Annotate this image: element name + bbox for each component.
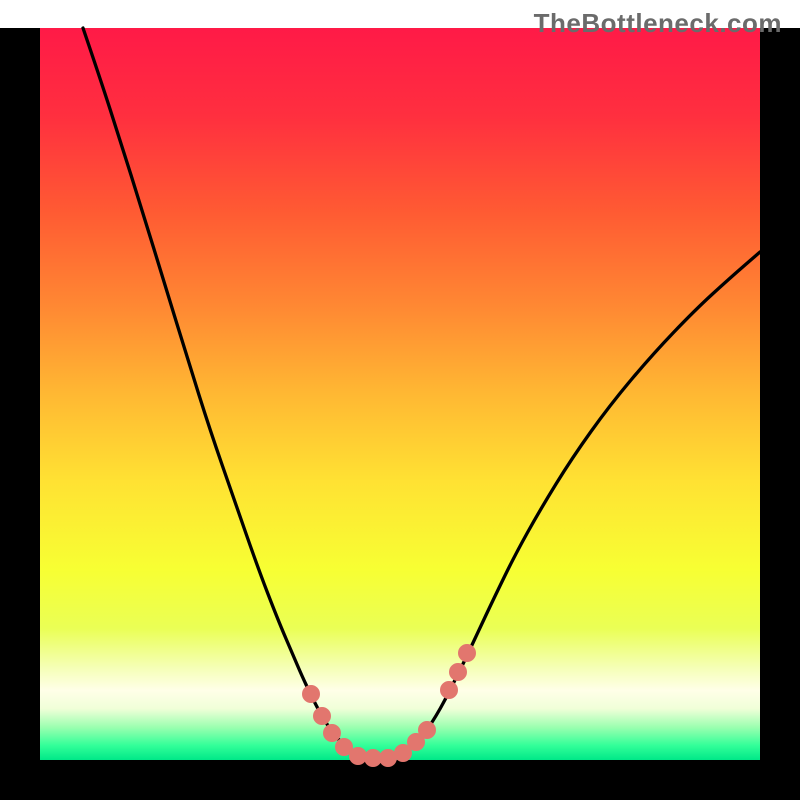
watermark-text: TheBottleneck.com — [534, 8, 782, 39]
chart-stage: TheBottleneck.com — [0, 0, 800, 800]
gradient-background-panel — [40, 28, 760, 760]
